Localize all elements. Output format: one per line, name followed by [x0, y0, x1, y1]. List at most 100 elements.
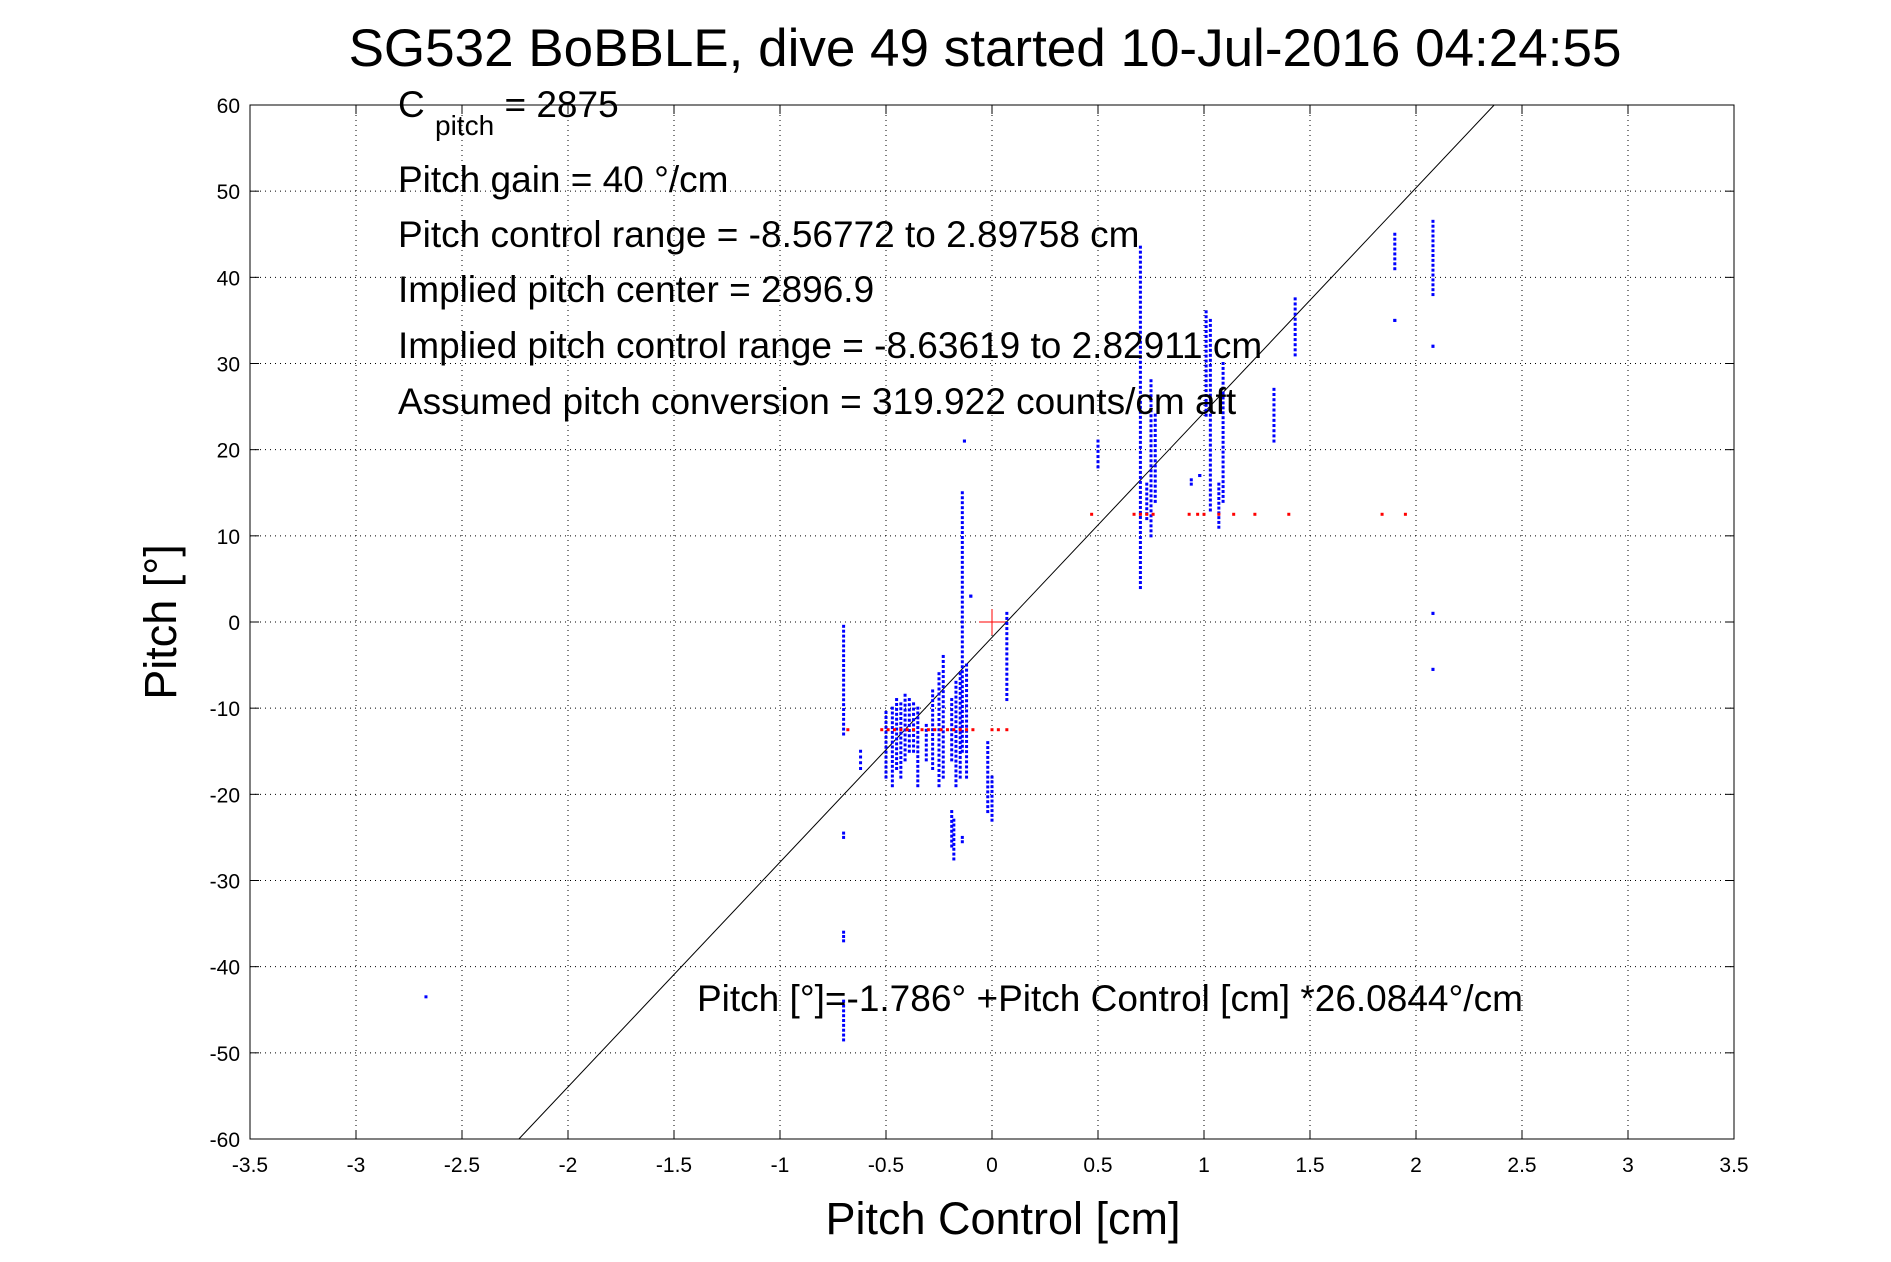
blue-point — [960, 511, 964, 515]
blue-point — [986, 805, 990, 809]
blue-point — [895, 698, 899, 702]
blue-point — [884, 765, 888, 769]
y-tick-label: 60 — [217, 95, 240, 118]
blue-point — [1208, 398, 1212, 402]
blue-point — [842, 624, 846, 628]
blue-point — [937, 784, 941, 788]
blue-point — [890, 716, 894, 720]
blue-point — [1145, 497, 1149, 501]
blue-point — [1145, 502, 1149, 506]
blue-point — [950, 708, 954, 712]
y-axis-label: Pitch [°] — [135, 544, 186, 700]
blue-point — [1149, 399, 1153, 403]
blue-point — [842, 693, 846, 697]
blue-point — [954, 705, 958, 709]
blue-point — [1204, 320, 1208, 324]
blue-point — [890, 764, 894, 768]
y-tick-label: -40 — [210, 957, 240, 980]
blue-point — [1005, 657, 1009, 661]
blue-point — [842, 663, 846, 667]
blue-point — [1208, 483, 1212, 487]
blue-point — [859, 766, 863, 770]
blue-point — [1138, 415, 1142, 419]
blue-point — [960, 655, 964, 659]
blue-point — [842, 688, 846, 692]
blue-point — [1138, 470, 1142, 474]
blue-point — [916, 774, 920, 778]
blue-point — [1293, 353, 1297, 357]
blue-point — [1005, 622, 1009, 626]
blue-point — [950, 829, 954, 833]
blue-point — [842, 698, 846, 702]
blue-point — [1393, 257, 1397, 261]
blue-point — [941, 700, 945, 704]
blue-point — [965, 775, 969, 779]
blue-point — [1153, 428, 1157, 432]
blue-point — [1138, 390, 1142, 394]
blue-point — [1208, 498, 1212, 502]
blue-point — [903, 718, 907, 722]
blue-point — [1393, 242, 1397, 246]
blue-point — [1208, 443, 1212, 447]
blue-point — [1208, 328, 1212, 332]
blue-point — [842, 673, 846, 677]
blue-point — [890, 755, 894, 759]
blue-point — [1208, 493, 1212, 497]
blue-point — [960, 531, 964, 535]
blue-point — [986, 795, 990, 799]
red-point — [846, 728, 850, 732]
blue-point — [1208, 433, 1212, 437]
blue-point — [1208, 373, 1212, 377]
blue-point — [986, 770, 990, 774]
blue-point — [1138, 385, 1142, 389]
blue-point — [965, 750, 969, 754]
blue-point — [1431, 224, 1435, 228]
blue-point — [960, 560, 964, 564]
blue-point — [1138, 310, 1142, 314]
blue-point — [1005, 662, 1009, 666]
blue-point — [1208, 378, 1212, 382]
blue-point — [941, 760, 945, 764]
blue-point — [960, 670, 964, 674]
blue-point — [954, 710, 958, 714]
blue-point — [1138, 285, 1142, 289]
blue-point — [1431, 239, 1435, 243]
blue-point — [990, 818, 994, 822]
blue-point — [1204, 374, 1208, 378]
blue-point — [1204, 379, 1208, 383]
blue-point — [1221, 475, 1225, 479]
blue-point — [1149, 499, 1153, 503]
blue-point — [1138, 280, 1142, 284]
y-tick-label: 40 — [217, 267, 240, 290]
blue-point — [1149, 459, 1153, 463]
blue-point — [1431, 293, 1435, 297]
blue-point — [954, 754, 958, 758]
blue-point — [958, 770, 962, 774]
blue-point — [1293, 338, 1297, 342]
blue-point — [1138, 445, 1142, 449]
blue-point — [890, 740, 894, 744]
blue-point — [424, 995, 428, 999]
blue-point — [1204, 334, 1208, 338]
blue-point — [986, 760, 990, 764]
blue-point — [960, 680, 964, 684]
blue-point — [1208, 473, 1212, 477]
blue-point — [952, 838, 956, 842]
blue-point — [986, 765, 990, 769]
blue-point — [950, 698, 954, 702]
blue-point — [907, 708, 911, 712]
blue-point — [1138, 500, 1142, 504]
red-point — [1202, 512, 1206, 516]
blue-point — [1138, 375, 1142, 379]
blue-point — [1149, 454, 1153, 458]
blue-point — [895, 742, 899, 746]
blue-point — [990, 813, 994, 817]
blue-point — [1145, 482, 1149, 486]
blue-point — [931, 699, 935, 703]
red-point — [1090, 512, 1094, 516]
blue-point — [884, 745, 888, 749]
blue-point — [958, 696, 962, 700]
blue-point — [1293, 302, 1297, 306]
annotation-range: Pitch control range = -8.56772 to 2.8975… — [398, 214, 1140, 255]
